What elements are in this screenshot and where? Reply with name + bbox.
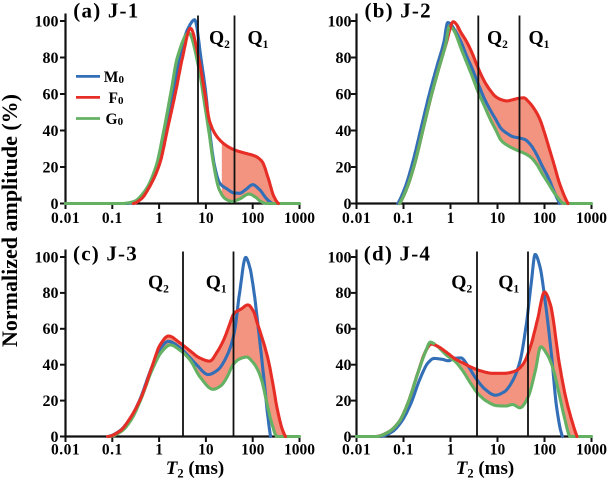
svg-text:0: 0 — [51, 429, 59, 446]
svg-text:0.01: 0.01 — [342, 442, 371, 459]
svg-text:80: 80 — [336, 50, 352, 67]
svg-text:G0: G0 — [106, 111, 124, 128]
svg-text:0.1: 0.1 — [102, 442, 123, 459]
svg-text:T2 (ms): T2 (ms) — [456, 458, 515, 481]
svg-text:100: 100 — [533, 210, 557, 227]
svg-text:0.1: 0.1 — [393, 210, 414, 227]
svg-text:80: 80 — [336, 285, 352, 302]
svg-text:1: 1 — [447, 210, 455, 227]
svg-text:100: 100 — [533, 442, 557, 459]
svg-text:40: 40 — [336, 123, 352, 140]
svg-text:40: 40 — [43, 123, 59, 140]
svg-text:60: 60 — [43, 86, 59, 103]
svg-text:100: 100 — [35, 249, 59, 266]
svg-text:1000: 1000 — [284, 442, 315, 459]
svg-text:0.01: 0.01 — [51, 210, 80, 227]
svg-text:10: 10 — [490, 442, 506, 459]
svg-text:F0: F0 — [109, 90, 124, 107]
svg-text:20: 20 — [43, 393, 59, 410]
svg-text:1000: 1000 — [576, 210, 607, 227]
svg-text:(a) J-1: (a) J-1 — [73, 0, 139, 23]
svg-text:20: 20 — [336, 159, 352, 176]
svg-text:0.1: 0.1 — [393, 442, 414, 459]
svg-text:Normalized amplitude (%): Normalized amplitude (%) — [0, 94, 22, 347]
svg-text:(c) J-3: (c) J-3 — [73, 242, 138, 266]
svg-text:1: 1 — [447, 442, 455, 459]
svg-text:20: 20 — [43, 159, 59, 176]
svg-text:60: 60 — [336, 321, 352, 338]
svg-text:80: 80 — [43, 285, 59, 302]
svg-text:0: 0 — [344, 429, 352, 446]
svg-text:100: 100 — [241, 210, 265, 227]
svg-text:100: 100 — [35, 13, 59, 30]
svg-text:40: 40 — [336, 357, 352, 374]
svg-text:80: 80 — [43, 50, 59, 67]
svg-text:60: 60 — [43, 321, 59, 338]
svg-text:10: 10 — [490, 210, 506, 227]
svg-text:0.01: 0.01 — [342, 210, 371, 227]
svg-text:20: 20 — [336, 393, 352, 410]
svg-text:100: 100 — [328, 13, 352, 30]
svg-text:0: 0 — [344, 196, 352, 213]
svg-text:100: 100 — [328, 249, 352, 266]
svg-text:0: 0 — [51, 196, 59, 213]
svg-text:1: 1 — [155, 210, 163, 227]
svg-text:(b) J-2: (b) J-2 — [365, 0, 432, 23]
svg-text:100: 100 — [241, 442, 265, 459]
svg-text:1: 1 — [155, 442, 163, 459]
svg-text:1000: 1000 — [576, 442, 607, 459]
svg-text:0.1: 0.1 — [102, 210, 123, 227]
svg-text:10: 10 — [198, 442, 214, 459]
svg-text:1000: 1000 — [284, 210, 315, 227]
svg-text:0.01: 0.01 — [51, 442, 80, 459]
svg-text:40: 40 — [43, 357, 59, 374]
svg-text:60: 60 — [336, 86, 352, 103]
svg-text:10: 10 — [198, 210, 214, 227]
svg-text:M0: M0 — [104, 69, 125, 86]
svg-text:(d) J-4: (d) J-4 — [364, 242, 431, 266]
svg-text:T2 (ms): T2 (ms) — [166, 458, 225, 481]
